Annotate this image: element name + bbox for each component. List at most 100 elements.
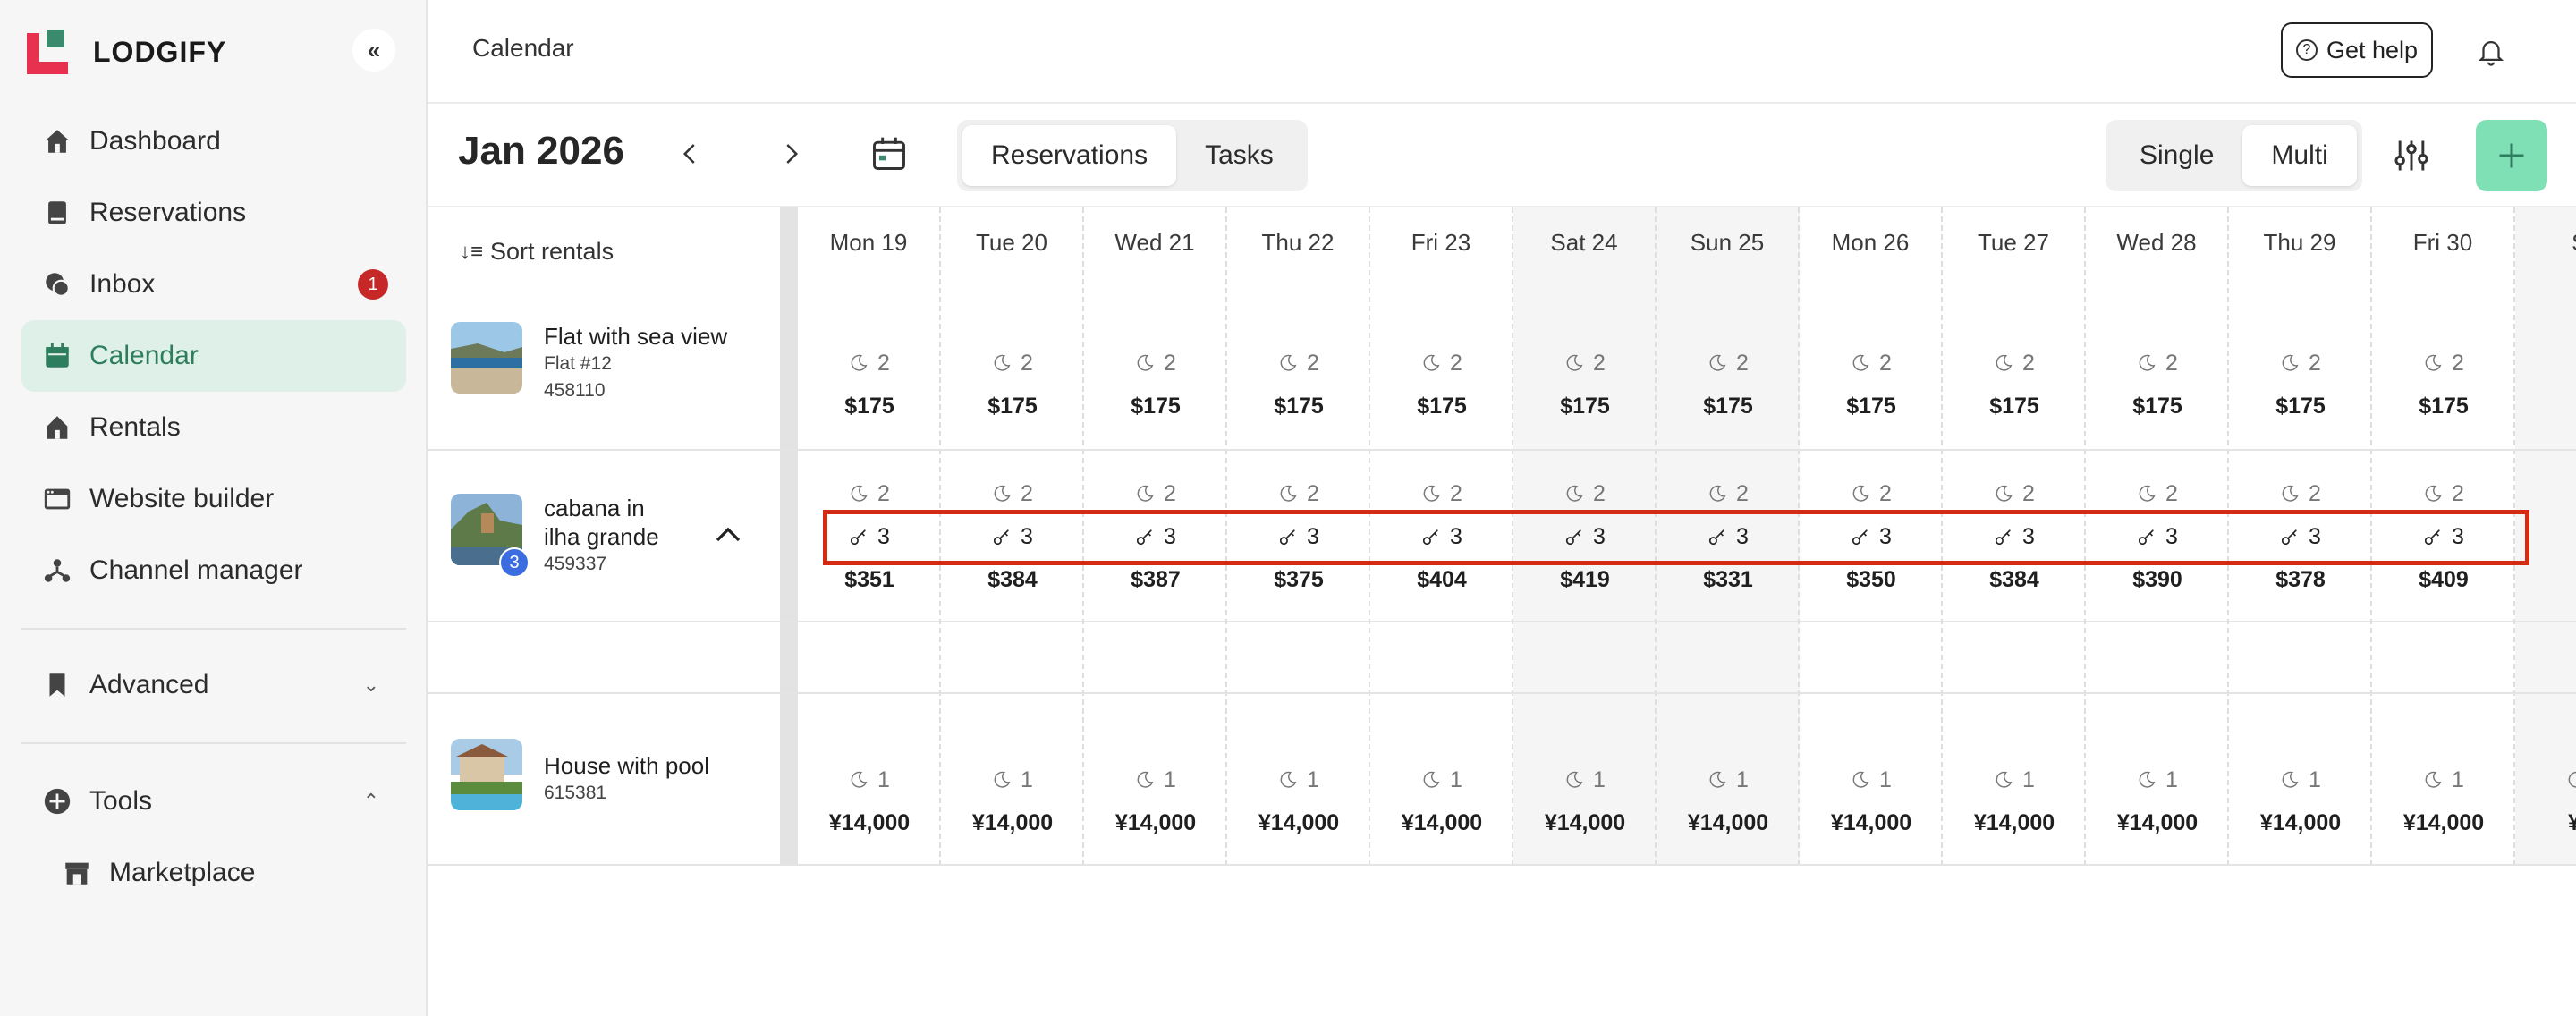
plus-icon [2499,143,2524,168]
sidebar-item-rentals[interactable]: Rentals [21,392,406,463]
min-stay: 2 [941,481,1084,507]
day-column[interactable]: Fri 30 2 $175 2 3 $409 1 ¥14,000 [2372,207,2515,866]
min-stay: 2 [2372,351,2515,377]
tab-single[interactable]: Single [2140,140,2215,170]
available-units-value: 3 [1450,524,1462,549]
nightly-price: ¥14,000 [1258,810,1340,835]
min-stay-value: 2 [2165,351,2178,376]
min-stay-value: 2 [2309,481,2321,506]
day-header: Sat 24 [1550,229,1618,256]
nightly-price: $175 [987,394,1038,419]
sidebar-item-dashboard[interactable]: Dashboard [21,106,406,177]
sidebar: LODGIFY « Dashboard Reservations Inbox 1… [0,0,428,1016]
min-stay-value: 2 [877,351,890,376]
min-stay: 1 [1943,767,2086,793]
available-units-value: 3 [1164,524,1176,549]
sidebar-item-label: Tools [89,786,153,816]
get-help-button[interactable]: ? Get help [2281,22,2433,78]
min-stay-value: 1 [1164,767,1176,792]
sidebar-item-label: Dashboard [89,126,221,156]
tab-reservations[interactable]: Reservations [962,125,1177,186]
day-column[interactable]: Wed 28 2 $175 2 3 $390 1 ¥14,000 [2086,207,2229,866]
min-stay-value: 2 [1450,351,1462,376]
unread-badge: 1 [358,269,388,300]
rental-name: House with pool [544,752,709,779]
min-stay: 1 [1800,767,1943,793]
tab-tasks[interactable]: Tasks [1205,140,1274,170]
sidebar-item-website-builder[interactable]: Website builder [21,463,406,535]
min-stay: 1 [1227,767,1370,793]
min-stay-value: 1 [1736,767,1749,792]
available-units: 3 [2086,524,2229,550]
min-stay-value: 2 [2309,351,2321,376]
available-units: 3 [2229,524,2372,550]
available-units: 3 [2372,524,2515,550]
day-column[interactable]: Sa 1 ¥14 [2515,207,2576,866]
sort-rentals-button[interactable]: ↓≡ Sort rentals [460,238,614,266]
sidebar-item-calendar[interactable]: Calendar [21,320,406,392]
min-stay-value: 2 [1593,351,1606,376]
day-column[interactable]: Mon 19 2 $175 2 3 $351 1 ¥14,000 [798,207,941,866]
min-stay: 2 [1084,481,1227,507]
day-column[interactable]: Tue 20 2 $175 2 3 $384 1 ¥14,000 [941,207,1084,866]
nightly-price: $419 [1560,567,1610,592]
sidebar-item-marketplace[interactable]: Marketplace [21,837,406,909]
network-icon [41,555,73,587]
nightly-price: ¥14,000 [2402,810,2485,835]
min-stay: 2 [1370,351,1513,377]
min-stay-value: 1 [2165,767,2178,792]
day-column[interactable]: Wed 21 2 $175 2 3 $387 1 ¥14,000 [1084,207,1227,866]
sidebar-item-inbox[interactable]: Inbox 1 [21,249,406,320]
rental-row-header[interactable]: Flat with sea view Flat #12 458110 [451,322,727,404]
date-picker-icon[interactable] [869,134,909,174]
min-stay-value: 1 [1593,767,1606,792]
sidebar-item-label: Reservations [89,198,247,227]
rental-id: 615381 [544,783,607,803]
day-column[interactable]: Fri 23 2 $175 2 3 $404 1 ¥14,000 [1370,207,1513,866]
min-stay-value: 2 [1736,351,1749,376]
collapse-sidebar-button[interactable]: « [352,29,395,72]
min-stay-value: 1 [1879,767,1892,792]
nightly-price: $175 [2419,394,2469,419]
day-column[interactable]: Thu 29 2 $175 2 3 $378 1 ¥14,000 [2229,207,2372,866]
sidebar-item-tools[interactable]: Tools ⌃ [21,766,406,837]
calendar-icon [41,340,73,372]
min-stay: 2 [1800,351,1943,377]
day-header: Wed 21 [1114,229,1195,256]
min-stay: 2 [1657,481,1800,507]
logo[interactable]: LODGIFY [27,27,226,77]
available-units: 3 [1943,524,2086,550]
collapse-rooms-button[interactable] [712,519,748,555]
tab-multi[interactable]: Multi [2242,125,2357,186]
min-stay-value: 1 [1021,767,1033,792]
sidebar-item-label: Calendar [89,341,199,370]
rental-thumbnail [451,739,522,810]
day-column[interactable]: Mon 26 2 $175 2 3 $350 1 ¥14,000 [1800,207,1943,866]
day-column[interactable]: Tue 27 2 $175 2 3 $384 1 ¥14,000 [1943,207,2086,866]
min-stay: 2 [2372,481,2515,507]
available-units-value: 3 [1021,524,1033,549]
rental-row-header[interactable]: House with pool 615381 [451,739,709,810]
filter-sliders-icon[interactable] [2392,136,2431,175]
breadcrumb: Calendar [472,34,574,62]
min-stay: 2 [2086,481,2229,507]
sidebar-item-reservations[interactable]: Reservations [21,177,406,249]
rental-row-header[interactable]: 3 cabana in ilha grande 459337 [451,494,659,578]
nightly-price: $350 [1846,567,1896,592]
day-column[interactable]: Sat 24 2 $175 2 3 $419 1 ¥14,000 [1513,207,1657,866]
day-header: Thu 29 [2263,229,2336,256]
sort-label: Sort rentals [490,238,614,265]
add-button[interactable] [2476,120,2547,191]
min-stay: 2 [1657,351,1800,377]
book-icon [41,197,73,229]
day-column[interactable]: Thu 22 2 $175 2 3 $375 1 ¥14,000 [1227,207,1370,866]
previous-month-button[interactable] [669,131,712,177]
bell-icon[interactable] [2476,34,2508,70]
day-header: Wed 28 [2116,229,2197,256]
double-chevron-left-icon: « [367,36,381,64]
day-column[interactable]: Sun 25 2 $175 2 3 $331 1 ¥14,000 [1657,207,1800,866]
sidebar-item-channel-manager[interactable]: Channel manager [21,535,406,606]
min-stay: 1 [941,767,1084,793]
sidebar-item-advanced[interactable]: Advanced ⌄ [21,649,406,721]
next-month-button[interactable] [769,131,812,177]
